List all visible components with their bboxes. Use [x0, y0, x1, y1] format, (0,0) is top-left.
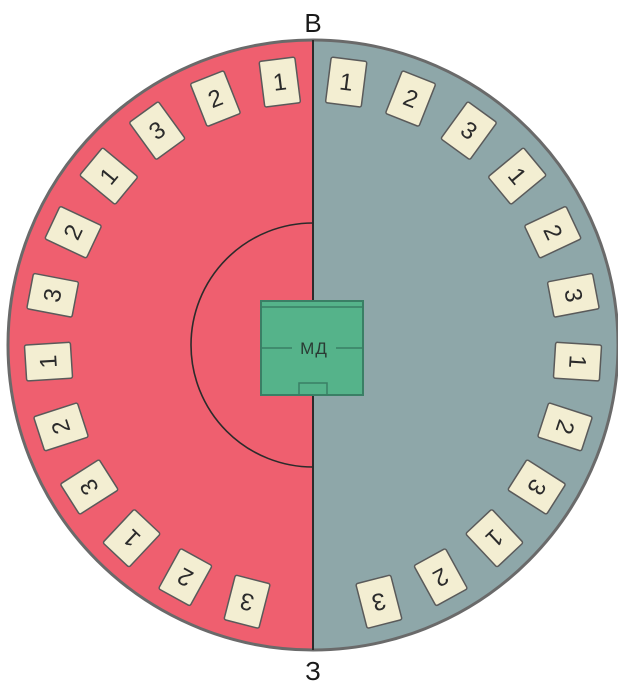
- left-tile-3-box: [129, 101, 186, 160]
- left-tile-6-box: [26, 272, 80, 318]
- right-tile-7-label: 1: [563, 354, 591, 369]
- right-tile-2-box: [385, 70, 436, 127]
- left-tile-8: 2: [33, 402, 89, 452]
- right-tile-11-box: [413, 548, 468, 607]
- right-tile-1: 1: [324, 56, 368, 108]
- left-tile-2-box: [190, 70, 241, 127]
- right-tile-12-label: 3: [369, 586, 389, 615]
- left-tile-4-box: [79, 147, 138, 205]
- right-tile-9-box: [507, 459, 566, 515]
- left-tile-7-box: [23, 341, 74, 382]
- left-tile-9: 3: [60, 459, 119, 515]
- right-tile-11: 2: [413, 548, 468, 607]
- left-tile-10: 1: [102, 509, 161, 568]
- left-tile-5-box: [44, 206, 102, 259]
- top-direction-label: В: [304, 8, 321, 38]
- right-tile-8: 2: [537, 402, 593, 452]
- right-tile-9: 3: [507, 459, 566, 515]
- right-tile-4: 1: [488, 147, 547, 205]
- inner-arc: [190, 222, 314, 468]
- left-tile-12-box: [223, 574, 271, 629]
- right-tile-1-label: 1: [338, 68, 355, 96]
- right-tile-7-box: [552, 341, 603, 382]
- left-tile-1-box: [258, 56, 302, 108]
- left-tile-7-label: 1: [35, 354, 63, 369]
- right-tile-10-box: [465, 509, 524, 568]
- right-tile-10: 1: [465, 509, 524, 568]
- left-tile-6-label: 3: [39, 286, 68, 304]
- center-field: МД: [260, 300, 364, 396]
- right-tile-7: 1: [552, 341, 603, 382]
- right-tile-12-box: [355, 574, 403, 629]
- left-tile-12-label: 3: [237, 586, 257, 615]
- right-tile-6-box: [546, 272, 600, 318]
- right-tile-6: 3: [546, 272, 600, 318]
- center-field-goal-box: [298, 382, 328, 395]
- left-tile-1: 1: [258, 56, 302, 108]
- bottom-direction-label: З: [305, 656, 321, 685]
- left-tile-5: 2: [44, 206, 102, 259]
- left-tile-4: 1: [79, 147, 138, 205]
- left-tile-7: 1: [23, 341, 74, 382]
- left-tile-6: 3: [26, 272, 80, 318]
- right-tile-3: 3: [440, 101, 497, 160]
- right-tile-6-label: 3: [558, 286, 587, 304]
- left-tile-3: 3: [129, 101, 186, 160]
- right-tile-3-box: [440, 101, 497, 160]
- right-tile-5: 2: [524, 206, 582, 259]
- right-tile-1-box: [324, 56, 368, 108]
- left-tile-9-box: [60, 459, 119, 515]
- right-tile-4-box: [488, 147, 547, 205]
- right-tile-12: 3: [355, 574, 403, 629]
- left-tile-2: 2: [190, 70, 241, 127]
- right-tile-8-box: [537, 402, 593, 452]
- left-tile-11: 2: [158, 548, 213, 607]
- left-tile-8-box: [33, 402, 89, 452]
- left-tile-1-label: 1: [272, 68, 289, 96]
- center-label: МД: [300, 339, 328, 358]
- left-tile-12: 3: [223, 574, 271, 629]
- right-tile-2: 2: [385, 70, 436, 127]
- left-tile-11-box: [158, 548, 213, 607]
- right-tile-5-box: [524, 206, 582, 259]
- left-tile-10-box: [102, 509, 161, 568]
